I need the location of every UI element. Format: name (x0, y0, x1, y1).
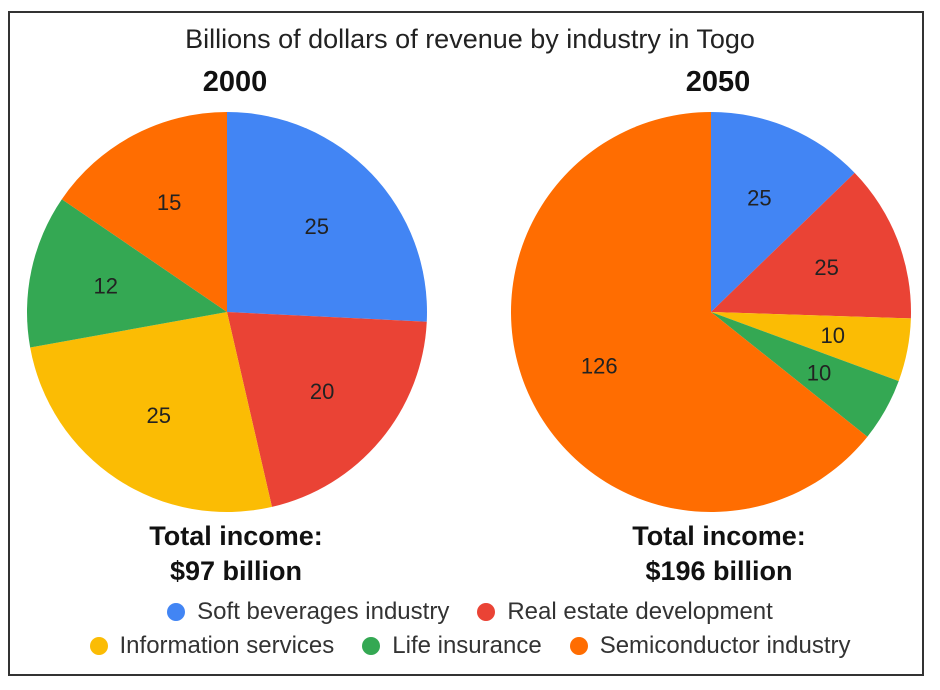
legend-label-life-insurance: Life insurance (392, 632, 542, 659)
pie-2050-slice-life-insurance[interactable] (711, 312, 899, 437)
pie-2050-value-label-semiconductor-industry: 126 (581, 353, 618, 378)
legend-row-1: Soft beverages industry Real estate deve… (0, 598, 940, 626)
pie-2000-slice-information-services[interactable] (30, 312, 272, 512)
pie-2050-total: Total income: $196 billion (569, 519, 869, 589)
pie-2000-value-label-life-insurance: 12 (93, 274, 117, 299)
chart-title: Billions of dollars of revenue by indust… (185, 24, 755, 54)
pie-2050-slice-information-services[interactable] (711, 312, 911, 382)
pie-2000-value-label-information-services: 25 (146, 403, 170, 428)
legend-item-semiconductor[interactable]: Semiconductor industry (569, 632, 851, 660)
legend-item-life-insurance[interactable]: Life insurance (362, 632, 542, 660)
legend-dot-semiconductor (569, 637, 588, 655)
pie-2000-slice-semiconductor-industry[interactable] (61, 112, 227, 312)
legend-item-soft-beverages[interactable]: Soft beverages industry (167, 598, 449, 626)
pie-2050-year-label: 2050 (685, 66, 751, 98)
legend-item-information-services[interactable]: Information services (89, 632, 335, 660)
pie-2050-value-label-real-estate-development: 25 (814, 255, 838, 280)
pie-2000-total-line2: $97 billion (169, 556, 303, 586)
legend-dot-information-services (89, 637, 108, 655)
pie-2050-total-line2: $196 billion (645, 556, 793, 586)
pie-2050-value-label-information-services: 10 (820, 323, 844, 348)
pie-2050-value-label-life-insurance: 10 (807, 360, 831, 385)
pie-2050-total-line1: Total income: (632, 521, 806, 551)
legend-dot-soft-beverages (167, 603, 186, 621)
pie-2000-slice-soft-beverages-industry[interactable] (227, 112, 427, 322)
pie-2000-value-label-real-estate-development: 20 (310, 379, 334, 404)
pie-2000-year-label: 2000 (202, 66, 268, 98)
legend-dot-real-estate (477, 603, 496, 621)
pie-2050-slice-real-estate-development[interactable] (711, 172, 911, 319)
pie-2050-value-label-soft-beverages-industry: 25 (747, 185, 771, 210)
legend-label-information-services: Information services (119, 632, 335, 659)
pie-2000-total-line1: Total income: (149, 521, 323, 551)
pie-2000-slice-real-estate-development[interactable] (227, 312, 427, 507)
pie-2000-slice-life-insurance[interactable] (26, 199, 227, 348)
legend-label-soft-beverages: Soft beverages industry (197, 598, 450, 625)
pie-2050-slice-semiconductor-industry[interactable] (510, 112, 868, 512)
legend-row-2: Information services Life insurance Semi… (0, 632, 940, 660)
pie-2050-slice-soft-beverages-industry[interactable] (711, 112, 855, 312)
pie-2000-value-label-soft-beverages-industry: 25 (305, 214, 329, 239)
pie-2000-total: Total income: $97 billion (86, 519, 386, 589)
legend-label-real-estate: Real estate development (507, 598, 773, 625)
pie-2000-value-label-semiconductor-industry: 15 (157, 190, 181, 215)
legend-label-semiconductor: Semiconductor industry (599, 632, 851, 659)
legend-item-real-estate[interactable]: Real estate development (477, 598, 773, 626)
legend-dot-life-insurance (362, 637, 381, 655)
